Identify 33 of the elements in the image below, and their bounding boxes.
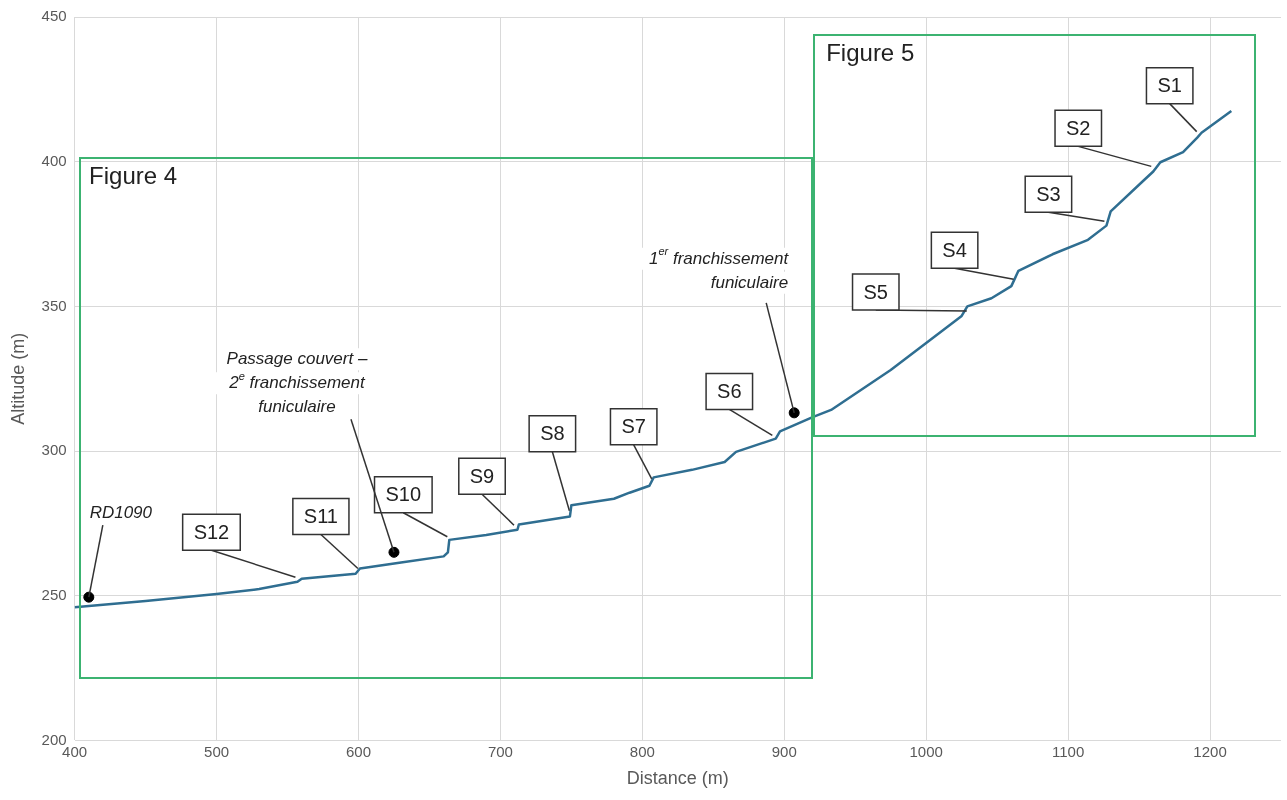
annotation: Figure 4: [89, 161, 178, 190]
y-tick-label: 200: [41, 730, 67, 748]
annotation: S6: [717, 379, 742, 402]
x-axis-title: Distance (m): [626, 768, 729, 789]
y-tick-label: 400: [41, 151, 67, 169]
annotation: S4: [942, 238, 967, 261]
x-tick-label: 800: [629, 742, 655, 760]
y-tick-label: 350: [41, 296, 67, 314]
x-tick-label: 1000: [909, 742, 943, 760]
y-tick-label: 450: [41, 7, 67, 25]
x-tick-label: 500: [204, 742, 230, 760]
x-tick-label: 1200: [1193, 742, 1227, 760]
annotation: S8: [540, 422, 565, 445]
y-tick-label: 300: [41, 441, 67, 459]
annotation: S1: [1157, 74, 1182, 97]
x-tick-label: 700: [487, 742, 513, 760]
annotation: S11: [303, 505, 338, 528]
y-axis-title: Altitude (m): [7, 332, 28, 425]
annotation: S10: [385, 483, 422, 506]
annotation: S12: [193, 520, 230, 543]
annotation: S3: [1036, 182, 1061, 205]
annotation: Figure 5: [826, 38, 915, 67]
x-tick-label: 1100: [1051, 742, 1085, 760]
point: [388, 546, 400, 558]
annotation: S2: [1066, 116, 1091, 139]
annotation: S9: [469, 464, 495, 487]
annotation: S7: [621, 415, 646, 438]
point: [83, 591, 95, 603]
annotation: S5: [863, 280, 888, 303]
y-tick-label: 250: [41, 585, 67, 603]
x-tick-label: 600: [345, 742, 371, 760]
annotation: RD1090: [89, 502, 153, 522]
x-tick-label: 900: [771, 742, 797, 760]
